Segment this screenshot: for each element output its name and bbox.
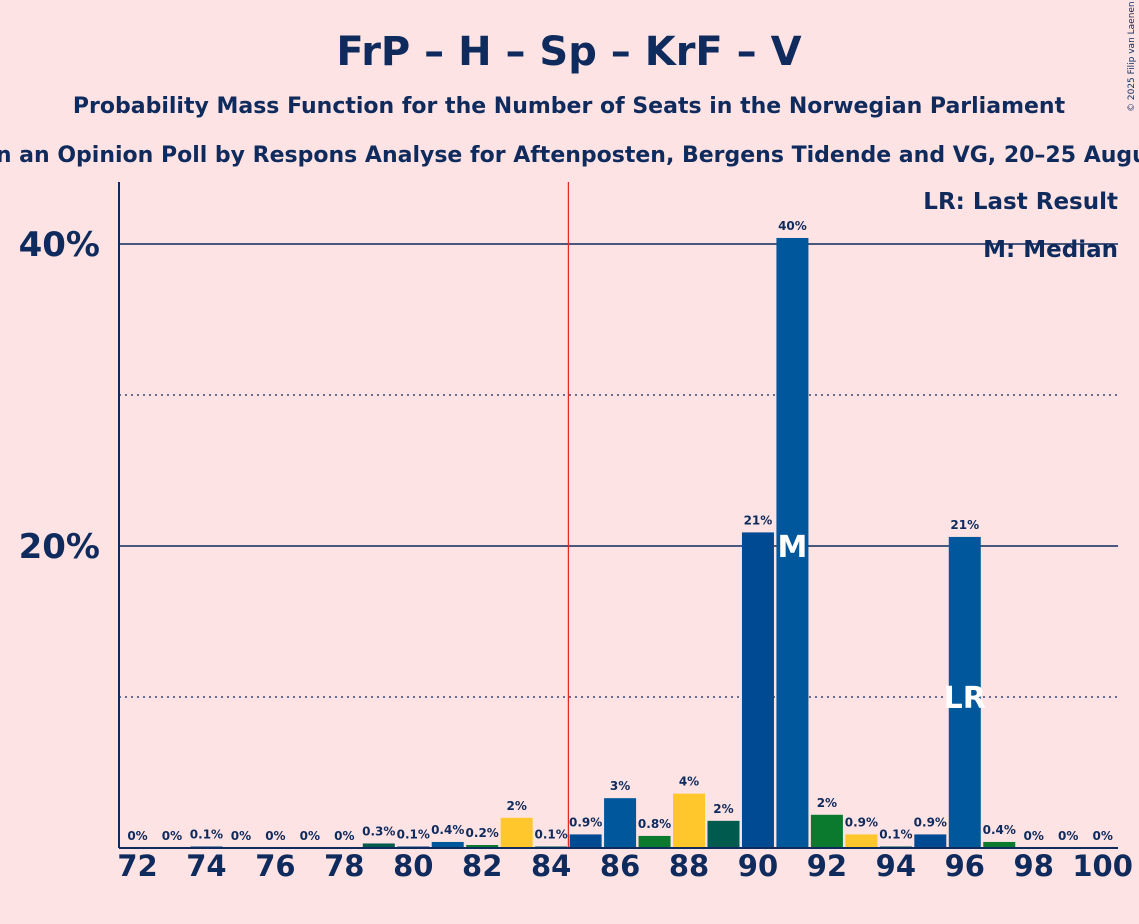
x-tick-label-90: 90 [738, 849, 778, 883]
bar-83 [500, 817, 533, 848]
bar-89 [707, 820, 740, 848]
bar-86 [604, 798, 637, 848]
data-label-99: 0% [1058, 829, 1078, 843]
x-tick-label-84: 84 [531, 849, 571, 883]
bar-88 [673, 793, 706, 848]
bar-85 [569, 834, 602, 848]
chart-source: Based on an Opinion Poll by Respons Anal… [0, 143, 1139, 168]
axes-layer: 20% 40% 72 74 76 78 80 82 84 86 88 90 92 94 96 98 100 [19, 182, 1133, 883]
data-label-87: 0.8% [638, 817, 671, 831]
x-tick-label-74: 74 [186, 849, 226, 883]
x-tick-label-82: 82 [462, 849, 502, 883]
bars-layer [190, 237, 1016, 848]
data-label-92: 2% [817, 796, 837, 810]
bar-79 [362, 843, 395, 848]
bar-93 [845, 834, 878, 848]
x-tick-label-80: 80 [393, 849, 433, 883]
x-tick-label-94: 94 [876, 849, 916, 883]
legend-last-result: LR: Last Result [923, 189, 1118, 215]
x-tick-label-88: 88 [669, 849, 709, 883]
bar-82 [466, 844, 499, 848]
median-marker: M [778, 530, 808, 565]
data-label-75: 0% [231, 829, 251, 843]
data-label-78: 0% [334, 829, 354, 843]
data-label-73: 0% [162, 829, 182, 843]
data-label-95: 0.9% [914, 815, 947, 829]
data-label-90: 21% [744, 513, 773, 527]
x-tick-label-100: 100 [1072, 849, 1133, 883]
data-label-93: 0.9% [845, 815, 878, 829]
data-label-82: 0.2% [466, 826, 499, 840]
data-label-72: 0% [127, 829, 147, 843]
bar-90 [741, 532, 774, 848]
chart-title: FrP – H – Sp – KrF – V [336, 29, 801, 75]
legend-median: M: Median [983, 237, 1118, 263]
y-tick-label-40: 40% [19, 225, 100, 265]
x-tick-label-76: 76 [255, 849, 295, 883]
x-tick-label-78: 78 [324, 849, 364, 883]
data-label-91: 40% [778, 219, 807, 233]
data-label-96: 21% [950, 518, 979, 532]
bar-92 [810, 814, 843, 848]
last-result-marker: LR [944, 681, 986, 716]
data-labels-layer: 0% 0% 0.1% 0% 0% 0% 0% 0.3% 0.1% 0.4% 0.2%2%0.1%0.… [127, 219, 1113, 843]
data-label-77: 0% [300, 829, 320, 843]
bar-95 [914, 834, 947, 848]
bar-97 [983, 841, 1016, 848]
copyright-credit: © 2025 Filip van Laenen [1127, 1, 1137, 112]
data-label-80: 0.1% [397, 827, 430, 841]
data-label-79: 0.3% [362, 824, 395, 838]
data-label-88: 4% [679, 775, 699, 789]
data-label-86: 3% [610, 779, 630, 793]
x-tick-label-72: 72 [117, 849, 157, 883]
data-label-97: 0.4% [983, 823, 1016, 837]
bar-81 [431, 841, 464, 848]
x-tick-label-98: 98 [1014, 849, 1054, 883]
bar-96 [948, 536, 981, 848]
data-label-81: 0.4% [431, 823, 464, 837]
x-tick-label-86: 86 [600, 849, 640, 883]
data-label-98: 0% [1024, 829, 1044, 843]
bar-87 [638, 835, 671, 848]
y-tick-label-20: 20% [19, 527, 100, 567]
bar-91 [776, 237, 809, 848]
chart-subtitle: Probability Mass Function for the Number… [73, 94, 1066, 119]
data-label-94: 0.1% [879, 827, 912, 841]
data-label-100: 0% [1092, 829, 1112, 843]
x-tick-label-96: 96 [945, 849, 985, 883]
data-label-89: 2% [713, 802, 733, 816]
data-label-83: 2% [506, 799, 526, 813]
data-label-76: 0% [265, 829, 285, 843]
data-label-85: 0.9% [569, 815, 602, 829]
x-tick-label-92: 92 [807, 849, 847, 883]
data-label-74: 0.1% [190, 827, 223, 841]
data-label-84: 0.1% [534, 827, 567, 841]
